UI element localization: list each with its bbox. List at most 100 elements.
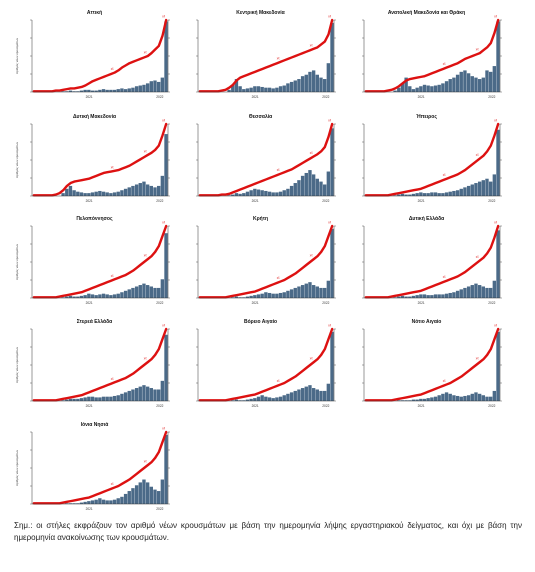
case-bar [271,398,275,401]
case-bar [120,190,124,196]
line-annotation: χξ [162,426,166,430]
case-bar [459,188,463,196]
line-annotation: χξ [310,253,314,257]
line-annotation: χξ [476,255,480,259]
line-annotation: χξ [443,62,447,66]
case-bar [282,190,286,196]
case-bar [260,86,264,92]
cumulative-line [364,327,500,402]
case-bar [474,77,478,92]
case-bar [441,294,445,298]
case-bar [319,390,323,401]
case-bar [256,396,261,401]
case-bar [411,89,416,92]
case-bar [160,479,165,504]
case-bar [275,293,279,298]
case-bar [308,170,312,196]
case-bar [138,386,142,401]
case-bar [311,174,316,196]
case-bar [470,393,474,401]
line-annotation: χξ [162,220,166,224]
case-bar [76,191,80,196]
case-bar [65,188,69,196]
panel-chart: χξ χξ χξ 2021 2022 [362,220,502,305]
case-bar [326,171,331,196]
case-bar [496,21,500,92]
case-bar [463,395,467,401]
case-bar [65,399,69,401]
case-bar [112,499,117,504]
case-bar [452,77,456,92]
case-bar [83,89,87,92]
case-bar [123,493,128,504]
case-bar [304,283,308,298]
case-bar [315,74,319,92]
case-bar [105,500,109,504]
case-bar [455,395,460,401]
line-annotation: χξ [162,14,166,18]
x-tick-label: 2022 [156,507,163,511]
panel-chart: χξ χξ χξ 2021 2022 [362,14,502,99]
case-bar [94,90,98,92]
line-annotation: χξ [277,275,281,279]
case-bar [485,396,489,401]
panel-chart: χξ χξ χξ 2021 2022 Αριθμός νέων κρουσμάτων [15,426,170,511]
case-bar [109,396,113,401]
case-bar [441,193,445,196]
case-bar [234,193,239,196]
case-bar [65,296,69,298]
case-bar [430,86,434,92]
panel-chart: χξ χξ χξ 2021 2022 [362,118,502,203]
x-tick-label: 2022 [156,199,163,203]
case-bar [98,89,102,92]
case-bar [131,287,135,298]
line-annotation: χξ [144,356,148,360]
line-annotation: χξ [162,323,166,327]
case-bar [319,77,323,92]
case-bar [120,393,124,401]
case-bar [68,398,73,401]
case-bar [160,175,165,196]
case-bar [293,183,297,196]
case-bar [455,190,460,196]
case-bar [116,191,120,196]
case-bar [474,283,478,298]
region-panel: Ήπειρος χξ χξ χξ 2021 2022 [344,114,509,214]
case-bar [253,188,257,196]
case-bar [76,398,80,401]
case-bar [65,503,69,504]
case-bar [304,74,308,92]
case-bar [433,294,438,298]
case-bar [98,294,102,298]
case-bar [322,390,327,401]
case-bar [264,292,268,298]
case-bar [477,393,482,401]
case-bar [72,91,76,92]
line-annotation: χξ [144,459,148,463]
case-bar [131,185,135,196]
case-bar [245,191,250,196]
case-bar [426,295,430,298]
cumulative-line [32,122,168,197]
case-bar [481,180,485,196]
case-bar [242,297,246,298]
case-bar [452,190,456,196]
case-bar [463,287,467,298]
case-bar [300,388,305,401]
case-bar [231,194,235,196]
case-bar [120,88,124,92]
line-annotation: χξ [328,14,332,18]
case-bar [419,192,423,196]
case-bar [278,86,283,92]
case-bar [76,503,80,504]
case-bar [227,195,231,196]
case-bar [234,296,239,298]
panel-title: Κεντρική Μακεδονία [236,10,285,16]
line-annotation: χξ [328,220,332,224]
case-bar [304,386,308,401]
panel-chart: χξ χξ χξ 2021 2022 [196,14,336,99]
case-bar [72,398,76,401]
x-tick-label: 2021 [418,301,425,305]
case-bar [83,193,87,196]
cumulative-line [32,224,168,299]
